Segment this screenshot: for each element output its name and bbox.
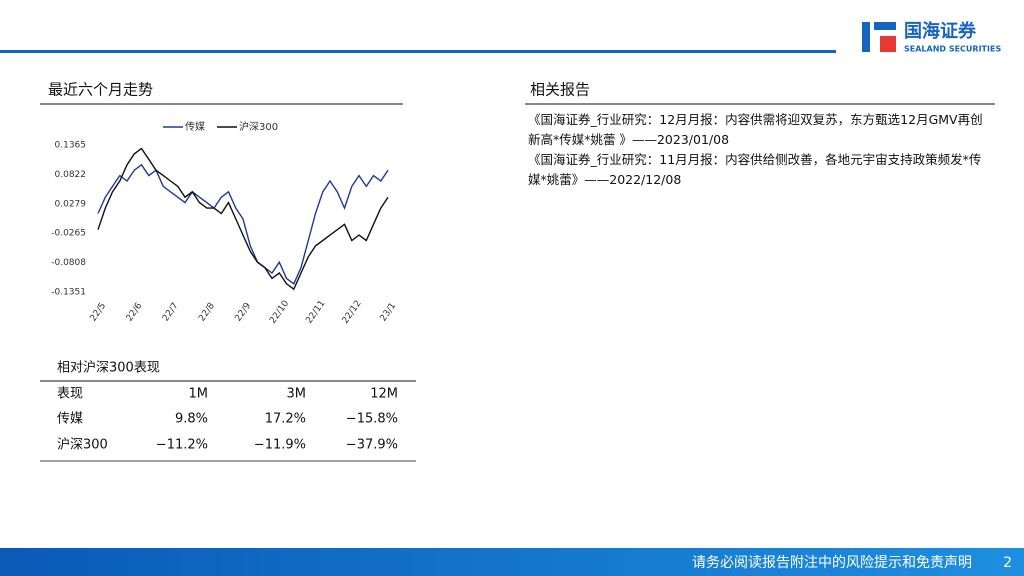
table-header: 表现 (57, 387, 83, 402)
legend-label: 沪深300 (239, 120, 278, 133)
x-tick-label: 22/9 (234, 301, 254, 324)
line-chart: 0.13650.08220.0279-0.0265-0.0808-0.13512… (51, 120, 398, 326)
x-tick-label: 22/5 (89, 301, 109, 323)
logo-icon (862, 22, 870, 52)
table-cell: 17.2% (265, 412, 306, 427)
table-cell: 沪深300 (57, 437, 108, 453)
footer-bar (0, 548, 1024, 576)
series-line (97, 163, 389, 285)
disclaimer: 请务必阅读报告附注中的风险提示和免责声明 (692, 554, 972, 571)
table-cell: −15.8% (346, 412, 398, 427)
series-line (97, 147, 389, 291)
report-item: 《国海证券_行业研究：12月月报：内容供需将迎双复苏，东方甄选12月GMV再创新… (528, 112, 983, 147)
table-header: 3M (287, 387, 307, 402)
logo-icon (874, 22, 896, 30)
table-cell: 传媒 (57, 412, 83, 427)
table-header: 12M (370, 387, 398, 402)
x-tick-label: 22/12 (341, 299, 364, 326)
x-tick-label: 22/11 (304, 299, 327, 326)
table-cell: −11.2% (156, 438, 208, 453)
page-number: 2 (1003, 555, 1012, 571)
y-tick-label: 0.0822 (55, 170, 87, 180)
x-tick-label: 22/6 (125, 301, 145, 324)
x-tick-label: 23/1 (379, 301, 399, 323)
report-item: 《国海证券_行业研究：11月月报：内容供给侧改善，各地元宇宙支持政策频发*传媒*… (528, 152, 982, 187)
section-title: 最近六个月走势 (48, 81, 153, 99)
section-title: 相关报告 (530, 81, 590, 99)
legend-label: 传媒 (185, 121, 205, 133)
report-list: 《国海证券_行业研究：12月月报：内容供需将迎双复苏，东方甄选12月GMV再创新… (528, 110, 993, 190)
table-cell: 9.8% (175, 412, 208, 427)
table: 表现 1M 3M 12M 传媒 9.8% 17.2% −15.8% 沪深300 −11.2% −11… (57, 387, 398, 453)
x-tick-label: 22/10 (268, 299, 291, 326)
table-cell: −37.9% (346, 438, 398, 453)
y-tick-label: 0.1365 (55, 141, 87, 151)
logo-icon (880, 36, 896, 52)
logo-text: 国海证券 (904, 20, 977, 42)
table-title: 相对沪深300表现 (57, 360, 160, 376)
y-tick-label: -0.0808 (51, 258, 86, 268)
y-tick-label: -0.0265 (51, 229, 86, 239)
logo-en: SEALAND SECURITIES (904, 45, 1001, 54)
y-tick-label: 0.0279 (55, 199, 87, 209)
table-header: 1M (189, 387, 209, 402)
x-tick-label: 22/7 (161, 301, 181, 323)
x-tick-label: 22/8 (197, 301, 217, 324)
y-tick-label: -0.1351 (51, 288, 86, 298)
table-cell: −11.9% (254, 438, 306, 453)
header-rule (0, 50, 836, 53)
